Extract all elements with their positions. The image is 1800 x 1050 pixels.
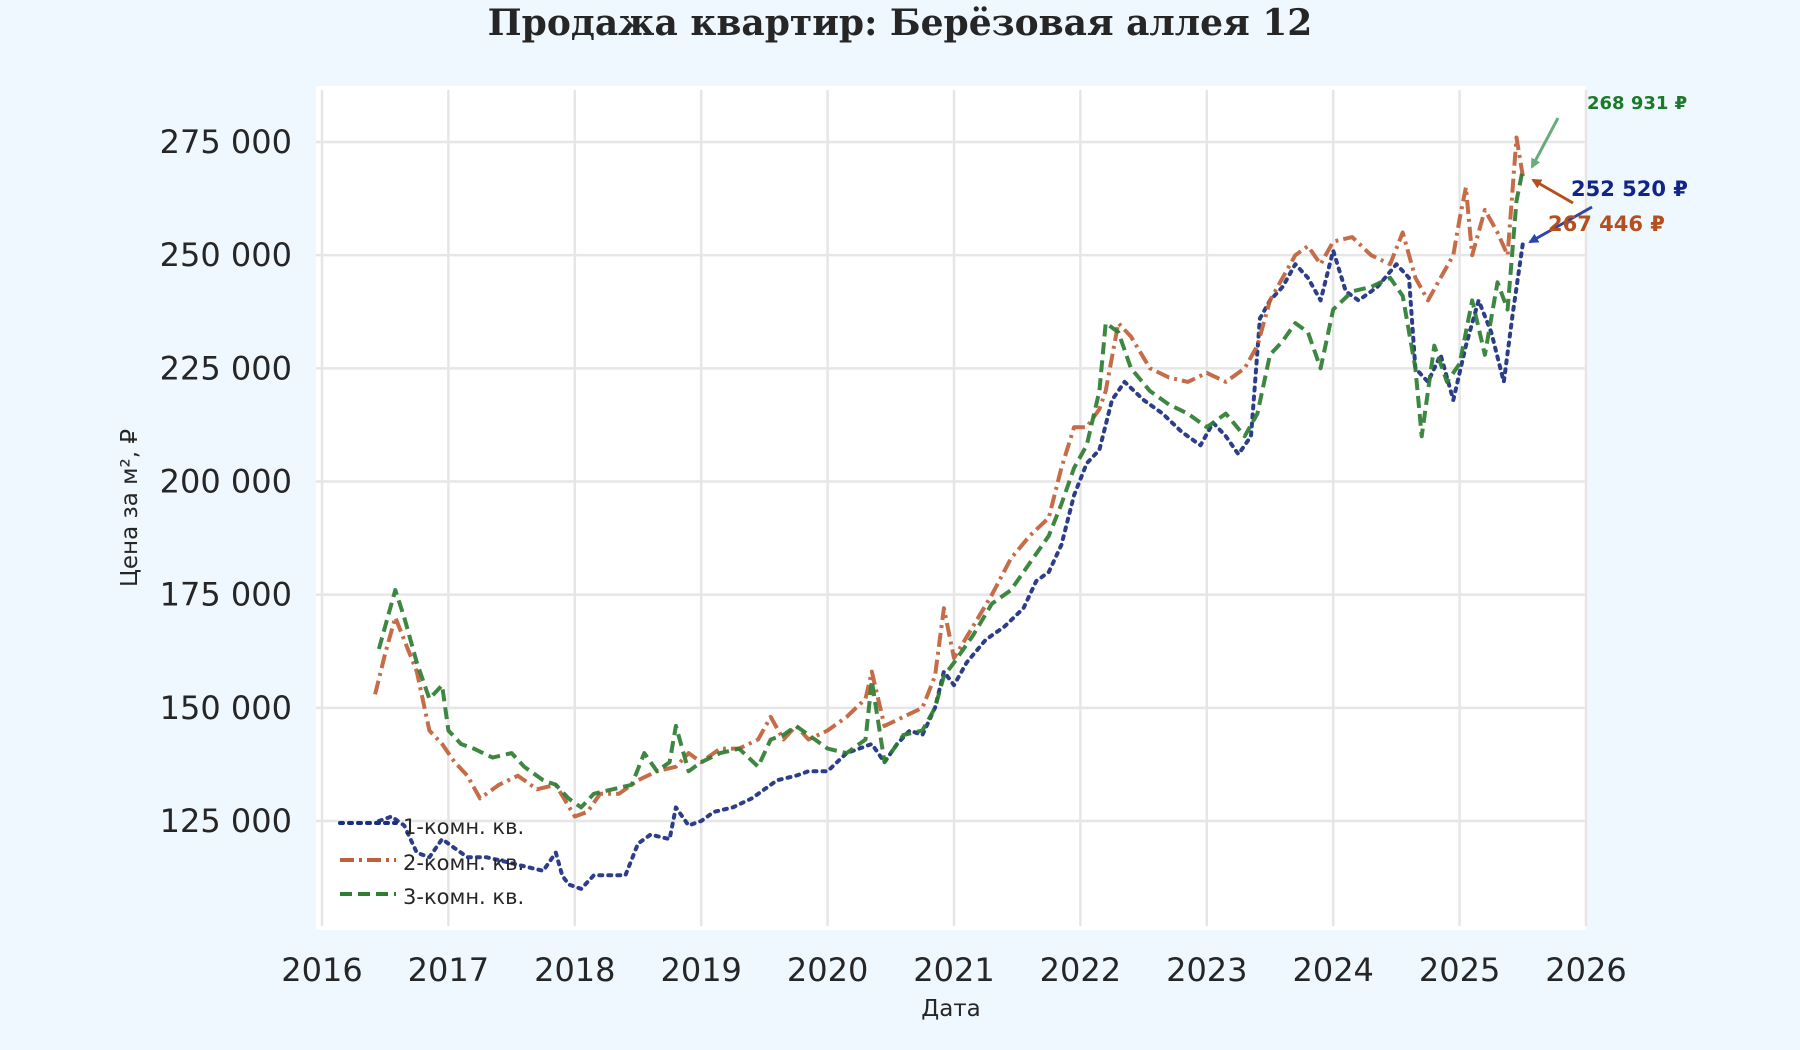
y-tick-label: 250 000 <box>160 236 292 274</box>
chart-title: Продажа квартир: Берёзовая аллея 12 <box>487 2 1313 44</box>
annotation-1room-label: 252 520 ₽ <box>1571 177 1688 201</box>
plot-area <box>316 86 1586 930</box>
x-tick-label: 2026 <box>1545 951 1626 989</box>
x-axis-ticks: 2016 2017 2018 2019 2020 2021 2022 2023 2024 2025… <box>281 951 1626 989</box>
x-tick-label: 2018 <box>534 951 615 989</box>
x-tick-label: 2023 <box>1166 951 1247 989</box>
annotation-2room-arrow <box>1531 178 1574 205</box>
annotation-2room-label: 267 446 ₽ <box>1548 212 1665 236</box>
x-tick-label: 2021 <box>913 951 994 989</box>
legend-item-3room: 3-комн. кв. <box>340 885 524 909</box>
y-tick-label: 225 000 <box>160 349 292 387</box>
y-axis-label: Цена за м², ₽ <box>117 429 143 587</box>
legend-label-3room: 3-комн. кв. <box>403 885 524 909</box>
x-axis-label: Дата <box>921 996 981 1022</box>
legend-item-2room: 2-комн. кв. <box>340 851 524 875</box>
annotation-3room-label: 268 931 ₽ <box>1587 93 1687 114</box>
y-axis-ticks: 125 000 150 000 175 000 200 000 225 000 250 0… <box>160 123 292 840</box>
x-tick-label: 2016 <box>281 951 362 989</box>
annotation-1room-arrow <box>1528 205 1593 244</box>
series-3room-line <box>376 169 1525 810</box>
x-tick-label: 2024 <box>1292 951 1373 989</box>
data-lines <box>373 135 1525 891</box>
series-1room-line <box>376 241 1525 891</box>
y-tick-label: 275 000 <box>160 123 292 161</box>
legend-item-1room: 1-комн. кв. <box>338 815 524 839</box>
x-tick-label: 2025 <box>1419 951 1500 989</box>
x-tick-label: 2020 <box>787 951 868 989</box>
x-tick-label: 2019 <box>660 951 741 989</box>
annotations: 268 931 ₽ 252 520 ₽ 267 446 ₽ <box>1528 93 1688 244</box>
annotation-3room-arrow <box>1530 117 1560 169</box>
legend-label-1room: 1-комн. кв. <box>403 815 524 839</box>
y-tick-label: 125 000 <box>160 802 292 840</box>
grid-lines <box>316 90 1588 926</box>
x-tick-label: 2017 <box>408 951 489 989</box>
y-tick-label: 150 000 <box>160 689 292 727</box>
y-tick-label: 175 000 <box>160 576 292 614</box>
legend: 1-комн. кв. 2-комн. кв. 3-комн. кв. <box>338 815 524 909</box>
y-tick-label: 200 000 <box>160 463 292 501</box>
series-2room-line <box>373 135 1525 819</box>
legend-label-2room: 2-комн. кв. <box>403 851 524 875</box>
x-tick-label: 2022 <box>1040 951 1121 989</box>
